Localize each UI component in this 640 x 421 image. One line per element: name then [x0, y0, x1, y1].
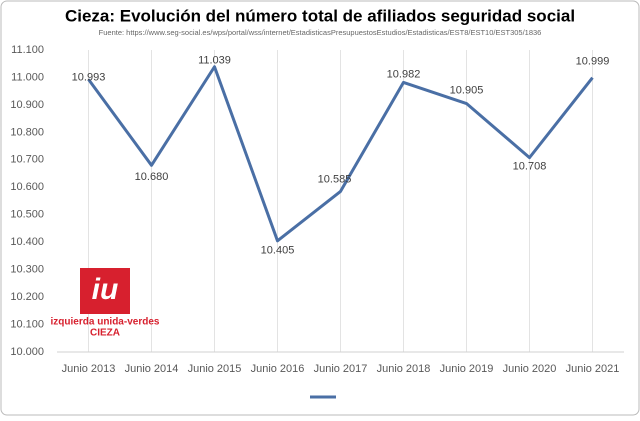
logo-mark: iu — [92, 273, 119, 306]
x-tick-label: Junio 2020 — [503, 363, 557, 375]
chart-subtitle: Fuente: https://www.seg-social.es/wps/po… — [99, 28, 542, 37]
y-tick-label: 10.900 — [10, 99, 44, 111]
data-label: 10.905 — [450, 84, 484, 96]
y-tick-label: 11.100 — [11, 44, 44, 56]
y-tick-label: 10.700 — [10, 154, 44, 166]
x-tick-label: Junio 2013 — [62, 363, 116, 375]
logo: iu izquierda unida-verdes CIEZA — [51, 268, 160, 339]
x-tick-label: Junio 2017 — [314, 363, 368, 375]
y-tick-label: 10.200 — [10, 291, 44, 303]
data-label: 11.039 — [198, 55, 231, 67]
x-tick-label: Junio 2014 — [125, 363, 179, 375]
data-label: 10.405 — [261, 245, 295, 257]
y-tick-label: 10.400 — [10, 236, 44, 248]
y-tick-label: 10.800 — [10, 126, 44, 138]
logo-text: CIEZA — [90, 328, 120, 339]
y-tick-label: 10.000 — [10, 346, 44, 358]
x-tick-label: Junio 2016 — [251, 363, 305, 375]
data-label: 10.585 — [318, 173, 352, 185]
y-tick-label: 10.500 — [10, 209, 44, 221]
data-label: 10.708 — [513, 161, 547, 173]
data-label: 10.680 — [135, 171, 169, 183]
y-tick-label: 10.300 — [10, 264, 44, 276]
x-tick-label: Junio 2021 — [566, 363, 620, 375]
y-tick-label: 10.100 — [10, 318, 44, 330]
data-label: 10.993 — [72, 71, 106, 83]
data-label: 10.999 — [576, 56, 610, 68]
line — [87, 65, 594, 243]
y-tick-label: 11.000 — [11, 71, 44, 83]
chart-title: Cieza: Evolución del número total de afi… — [65, 6, 575, 25]
logo-text: izquierda unida-verdes — [51, 317, 160, 328]
y-tick-label: 10.600 — [10, 181, 44, 193]
logo-box — [80, 268, 130, 314]
data-label: 10.982 — [387, 68, 421, 80]
x-tick-label: Junio 2015 — [188, 363, 242, 375]
x-tick-label: Junio 2019 — [440, 363, 494, 375]
x-tick-label: Junio 2018 — [377, 363, 431, 375]
